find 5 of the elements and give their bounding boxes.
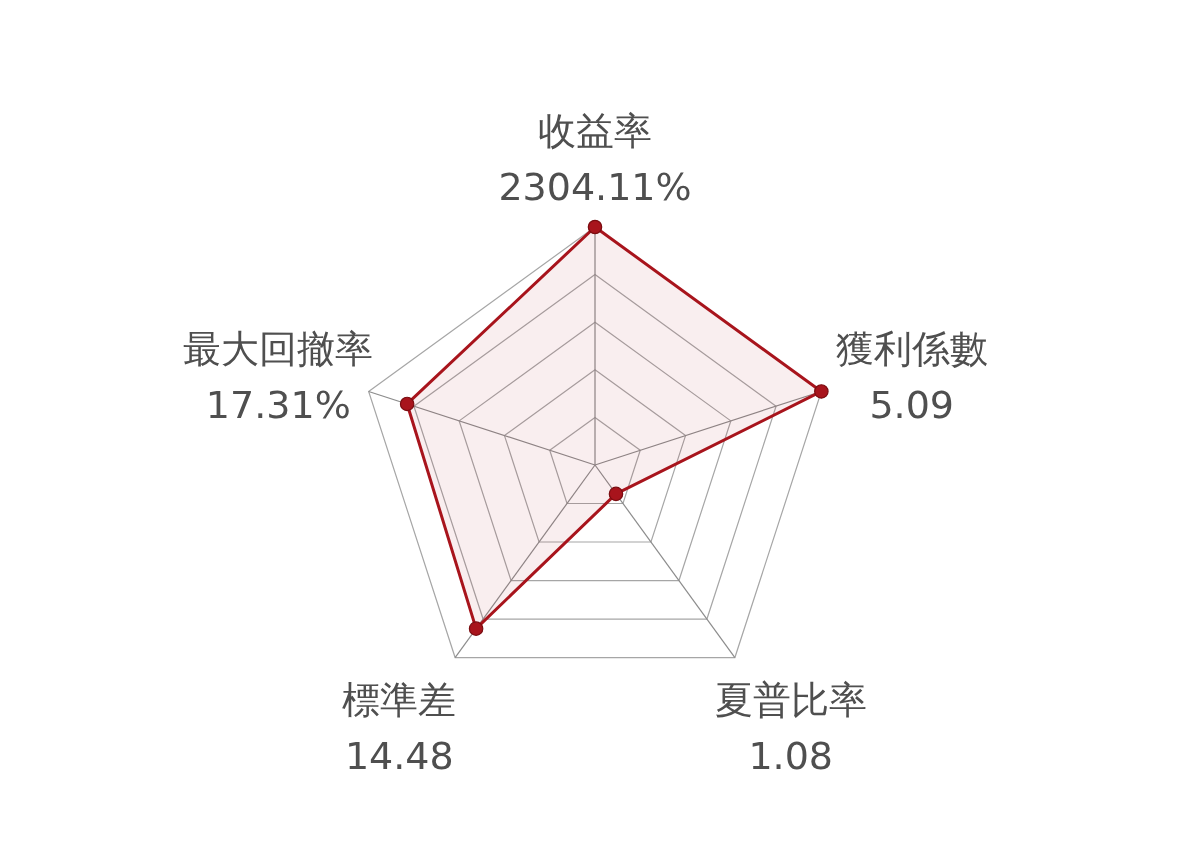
spoke-label: 收益率 2304.11% <box>498 109 692 209</box>
spoke-label: 夏普比率 1.08 <box>714 678 867 779</box>
spoke-label: 獲利係數 5.09 <box>835 326 988 427</box>
spoke-label: 最大回撤率 17.31% <box>183 326 374 427</box>
spoke-label: 標準差 14.48 <box>342 678 457 779</box>
